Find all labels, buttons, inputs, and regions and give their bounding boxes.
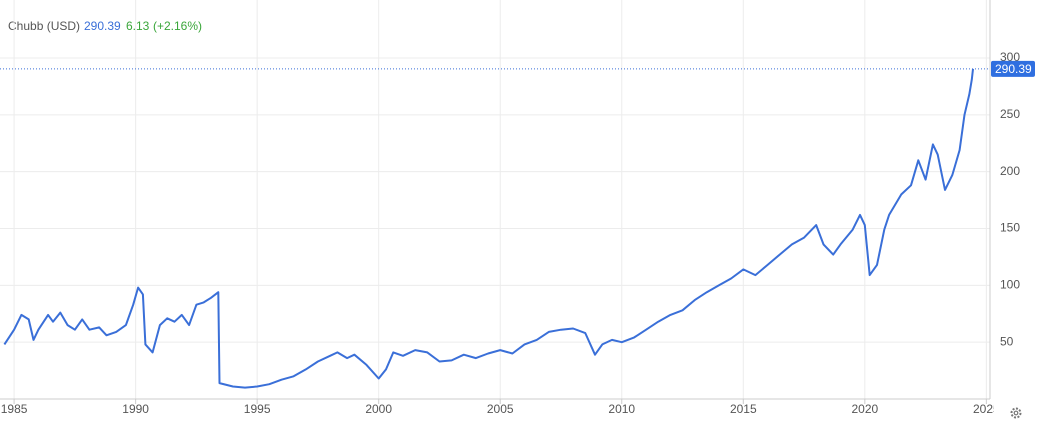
x-tick-label: 2005 [487,402,514,416]
last-price-label: 290.39 [995,62,1032,76]
x-tick-label: 2025 [973,402,1000,416]
x-tick-label: 2015 [730,402,757,416]
y-tick-label: 300 [1000,50,1020,64]
y-tick-label: 100 [1000,278,1020,292]
x-tick-label: 2020 [851,402,878,416]
settings-icon[interactable] [1010,407,1022,419]
last-price-badge [991,60,1035,77]
y-tick-label: 250 [1000,107,1020,121]
y-tick-label: 150 [1000,221,1020,235]
x-tick-label: 2010 [608,402,635,416]
x-tick-label: 1985 [1,402,28,416]
header-change-pct: (+2.16%) [153,19,202,33]
y-tick-label: 50 [1000,334,1014,348]
header-name: Chubb (USD) [8,19,80,33]
price-line [3,68,974,389]
header-change: 6.13 [126,19,150,33]
x-tick-label: 1990 [122,402,149,416]
x-tick-label: 2000 [365,402,392,416]
header-price: 290.39 [84,19,121,33]
x-labels: 1985 1990 1995 2000 2005 2010 2015 2020 2025 [1,402,1000,416]
x-tick-label: 1995 [244,402,271,416]
y-tick-label: 200 [1000,164,1020,178]
